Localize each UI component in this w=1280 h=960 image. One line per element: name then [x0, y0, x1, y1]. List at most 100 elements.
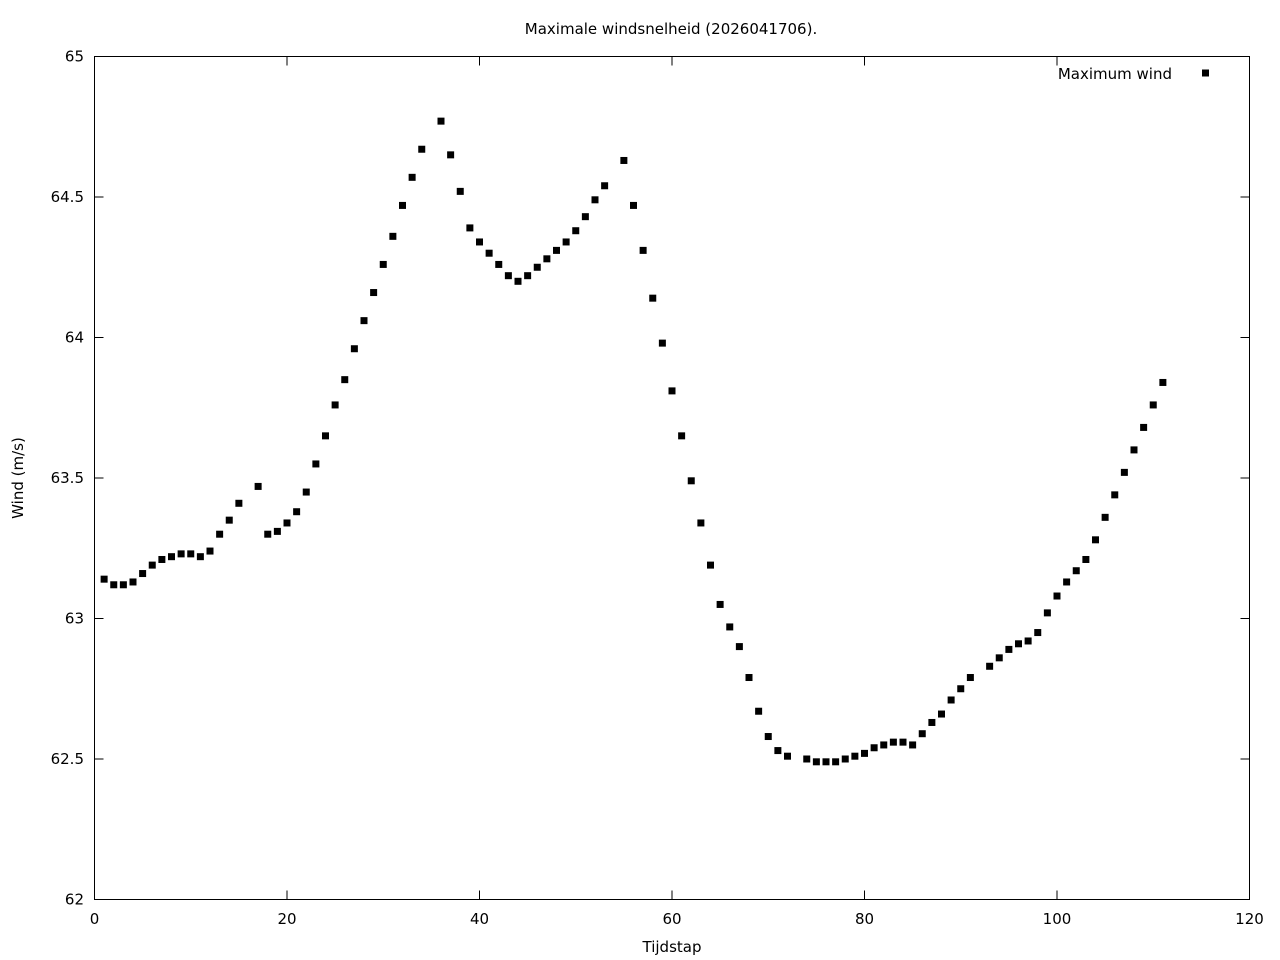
data-point	[735, 643, 743, 651]
data-point	[1063, 578, 1071, 586]
data-point	[437, 117, 445, 125]
data-point	[841, 755, 849, 763]
data-point	[322, 432, 329, 440]
data-point	[350, 345, 358, 353]
data-point	[947, 696, 955, 704]
data-point	[1024, 637, 1032, 645]
x-tick-label: 0	[90, 910, 100, 928]
data-point	[784, 752, 791, 760]
data-point	[553, 246, 560, 254]
x-tick-label: 40	[470, 910, 489, 928]
data-point	[273, 527, 281, 535]
legend-marker	[1202, 69, 1209, 77]
data-point	[533, 263, 541, 271]
data-point	[764, 733, 772, 741]
data-point	[495, 260, 503, 268]
data-point	[562, 238, 570, 246]
x-tick-label: 60	[662, 910, 681, 928]
data-point	[909, 741, 917, 749]
data-point	[485, 249, 493, 257]
data-point	[1101, 513, 1109, 521]
data-points	[100, 117, 1167, 766]
data-point	[293, 508, 301, 516]
data-point	[591, 196, 599, 204]
data-point	[418, 145, 426, 153]
data-point	[1149, 401, 1157, 409]
data-point	[100, 575, 108, 583]
data-point	[341, 376, 349, 384]
data-point	[601, 182, 609, 190]
data-point	[177, 550, 185, 558]
data-point	[620, 156, 628, 164]
data-point	[158, 555, 166, 563]
data-point	[408, 173, 416, 181]
data-point	[899, 738, 907, 746]
data-point	[360, 317, 368, 325]
data-point	[1082, 555, 1090, 563]
data-point	[466, 224, 474, 232]
data-point	[476, 238, 483, 246]
data-point	[379, 260, 387, 268]
data-point	[119, 581, 127, 589]
y-tick-label: 64	[65, 329, 84, 347]
data-point	[225, 516, 233, 524]
data-point	[995, 654, 1003, 662]
data-point	[235, 499, 243, 507]
y-axis-label: Wind (m/s)	[9, 437, 27, 519]
data-point	[716, 600, 724, 608]
y-tick-label: 62	[65, 891, 84, 909]
data-point	[755, 707, 763, 715]
data-point	[668, 387, 676, 395]
data-point	[870, 744, 878, 752]
data-point	[514, 277, 522, 285]
data-point	[687, 477, 695, 485]
data-point	[803, 755, 811, 763]
data-point	[1072, 567, 1080, 575]
y-tick-label: 64.5	[51, 188, 84, 206]
legend: Maximum wind	[1058, 65, 1209, 83]
data-point	[851, 752, 859, 760]
x-axis-label: Tijdstap	[642, 938, 702, 956]
data-point	[1120, 468, 1128, 476]
data-point	[581, 213, 589, 221]
data-point	[1159, 378, 1167, 386]
data-point	[1015, 640, 1022, 648]
data-point	[812, 758, 820, 766]
data-point	[399, 201, 406, 209]
data-point	[389, 232, 397, 240]
data-point	[370, 289, 378, 297]
data-point	[1092, 536, 1099, 544]
data-point	[456, 187, 464, 195]
data-point	[1130, 446, 1138, 454]
data-point	[639, 246, 647, 254]
x-axis: 0 20 40 60 80 100 120	[90, 56, 1264, 928]
y-tick-label: 63.5	[51, 469, 84, 487]
data-point	[774, 747, 782, 755]
data-point	[312, 460, 320, 468]
data-point	[168, 553, 175, 561]
data-point	[524, 272, 532, 280]
data-point	[822, 758, 830, 766]
data-point	[1140, 423, 1148, 431]
x-tick-label: 80	[855, 910, 874, 928]
data-point	[649, 294, 657, 302]
data-point	[986, 662, 994, 670]
data-point	[447, 151, 455, 159]
data-point	[861, 749, 868, 757]
data-point	[1034, 629, 1042, 637]
plot-frame	[94, 56, 1250, 900]
data-point	[1043, 609, 1051, 617]
data-point	[129, 578, 137, 586]
data-point	[918, 730, 926, 738]
data-point	[254, 482, 262, 490]
data-point	[216, 530, 224, 538]
data-point	[697, 519, 705, 527]
data-point	[187, 550, 195, 558]
data-point	[957, 685, 965, 693]
data-point	[264, 530, 272, 538]
data-point	[928, 718, 936, 726]
legend-label: Maximum wind	[1058, 65, 1172, 83]
data-point	[110, 581, 118, 589]
data-point	[1111, 491, 1119, 499]
